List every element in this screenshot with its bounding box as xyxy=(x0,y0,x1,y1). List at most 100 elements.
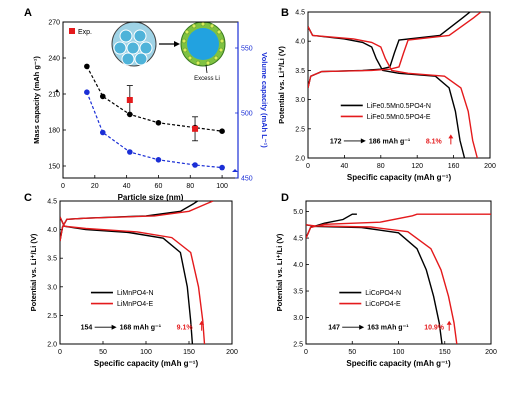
y-tick-label: 2.5 xyxy=(47,313,57,320)
panel-label-d: D xyxy=(281,192,289,204)
panel-d: 0 50 100 150 200 2.5 3.0 3.5 4.0 4.5 5.0 Specific c… xyxy=(275,200,497,368)
curve-red-charge xyxy=(308,12,482,89)
panel-b: 0 40 80 120 160 200 2.0 2.5 3.0 3.5 4.0 4.5 Specific… xyxy=(277,10,496,183)
data-point-black xyxy=(84,63,90,70)
x-tick-label: 120 xyxy=(411,163,423,170)
curve-red-discharge xyxy=(308,26,478,158)
y-tick-label: 180 xyxy=(48,128,60,135)
y-tick-label: 2.0 xyxy=(295,156,305,163)
y-tick-label: 240 xyxy=(48,56,60,63)
up-arrow-head xyxy=(448,134,454,139)
y-axis-label: Mass capacity (mAh g⁻¹) xyxy=(32,56,41,144)
y2-tick-label: 500 xyxy=(241,111,253,118)
left-axis-arrow xyxy=(55,89,59,92)
legend-label-black: LiFe0.5Mn0.5PO4-N xyxy=(367,103,431,110)
y-tick-label: 4.5 xyxy=(293,236,303,243)
curve-red-charge xyxy=(60,201,214,242)
plot-frame xyxy=(305,200,492,345)
x-tick-label: 0 xyxy=(61,183,65,190)
data-point-exp xyxy=(126,97,133,103)
y-tick-label: 3.0 xyxy=(47,284,57,291)
y-tick-label: 2.5 xyxy=(293,342,303,349)
x-axis-label: Specific capacity (mAh g⁻¹) xyxy=(347,173,452,182)
series-black-fit-line xyxy=(86,66,223,132)
annotation-arrow-head xyxy=(360,138,366,144)
annotation-to: 163 mAh g⁻¹ xyxy=(367,325,409,332)
legend-label-red: LiFe0.5Mn0.5PO4-E xyxy=(367,114,431,121)
legend-label-black: LiMnPO4-N xyxy=(117,290,154,297)
legend-label-red: LiMnPO4-E xyxy=(117,301,154,308)
annotation-from: 154 xyxy=(81,325,93,332)
annotation-arrow-head xyxy=(359,324,365,330)
x-tick-label: 80 xyxy=(377,163,385,170)
x-tick-label: 50 xyxy=(99,349,107,356)
x-tick-label: 0 xyxy=(304,349,308,356)
x-axis-label: Specific capacity (mAh g⁻¹) xyxy=(346,359,451,368)
y-axis-label: Potential vs. Li⁺/Li (V) xyxy=(277,46,286,124)
data-point-blue xyxy=(192,162,198,168)
curve-black-charge xyxy=(60,201,198,242)
inset-illustration xyxy=(111,21,226,74)
y-axis-label: Potential vs. Li⁺/Li (V) xyxy=(29,233,38,311)
annotation-percent: 9.1% xyxy=(177,325,194,332)
x-tick-label: 60 xyxy=(155,183,163,190)
x-tick-label: 40 xyxy=(341,163,349,170)
series-blue-fit-line xyxy=(86,91,223,169)
data-point-black xyxy=(219,128,225,134)
y-axis-label: Potential vs. Li⁺/Li (V) xyxy=(275,233,284,311)
x-tick-label: 200 xyxy=(485,349,497,356)
data-point-blue xyxy=(84,89,90,95)
curves xyxy=(60,201,214,344)
data-point-exp xyxy=(192,125,199,132)
annotation-from: 172 xyxy=(330,138,342,145)
x-tick-label: 100 xyxy=(140,349,152,356)
legend-label-exp: Exp. xyxy=(78,29,92,36)
data-point-black xyxy=(99,93,106,100)
x-tick-label: 50 xyxy=(348,349,356,356)
x-tick-label: 40 xyxy=(123,183,131,190)
y2-axis-label: Volume capacity (mAh L⁻¹) xyxy=(260,52,269,148)
panel-label-a: A xyxy=(24,7,32,19)
data-point-blue xyxy=(127,149,133,155)
x-tick-label: 150 xyxy=(183,349,195,356)
data-point-blue xyxy=(219,164,225,171)
annotation-percent: 8.1% xyxy=(426,138,443,145)
y-tick-label: 4.5 xyxy=(295,10,305,17)
y-tick-label: 3.0 xyxy=(295,97,305,104)
y-tick-label: 3.5 xyxy=(47,256,57,263)
x-tick-label: 150 xyxy=(439,349,451,356)
x-tick-label: 80 xyxy=(186,183,194,190)
y-tick-label: 2.5 xyxy=(295,126,305,133)
y-tick-label: 2.0 xyxy=(47,342,57,349)
x-tick-label: 0 xyxy=(58,349,62,356)
y-tick-label: 210 xyxy=(48,92,60,99)
x-axis-label: Particle size (nm) xyxy=(118,193,184,202)
curve-red-discharge xyxy=(306,224,458,344)
y-tick-label: 4.0 xyxy=(47,227,57,234)
data-point-black xyxy=(155,120,162,126)
x-tick-label: 200 xyxy=(226,349,238,356)
legend-label-black: LiCoPO4-N xyxy=(365,290,401,297)
y-tick-label: 3.5 xyxy=(293,289,303,296)
plot-frame xyxy=(59,200,233,345)
annotation-to: 168 mAh g⁻¹ xyxy=(120,325,162,332)
annotation-arrow-head xyxy=(111,324,117,330)
legend-marker-exp xyxy=(69,28,75,34)
annotation-from: 147 xyxy=(328,325,340,332)
curve-red-discharge xyxy=(60,216,206,344)
x-tick-label: 0 xyxy=(306,163,310,170)
y-tick-label: 4.0 xyxy=(293,262,303,269)
panel-label-c: C xyxy=(24,192,32,204)
y-tick-label: 150 xyxy=(48,164,60,171)
up-arrow-head xyxy=(446,320,452,325)
x-tick-label: 160 xyxy=(448,163,460,170)
y-tick-label: 4.0 xyxy=(295,39,305,46)
data-point-blue xyxy=(99,129,106,136)
annotation-percent: 10.9% xyxy=(424,325,445,332)
x-axis-label: Specific capacity (mAh g⁻¹) xyxy=(94,359,199,368)
curves xyxy=(306,213,491,344)
curve-red-charge xyxy=(306,213,491,239)
panel-c: 0 50 100 150 200 2.0 2.5 3.0 3.5 4.0 4.5 Specific c… xyxy=(29,199,238,369)
y-tick-label: 270 xyxy=(48,20,60,27)
